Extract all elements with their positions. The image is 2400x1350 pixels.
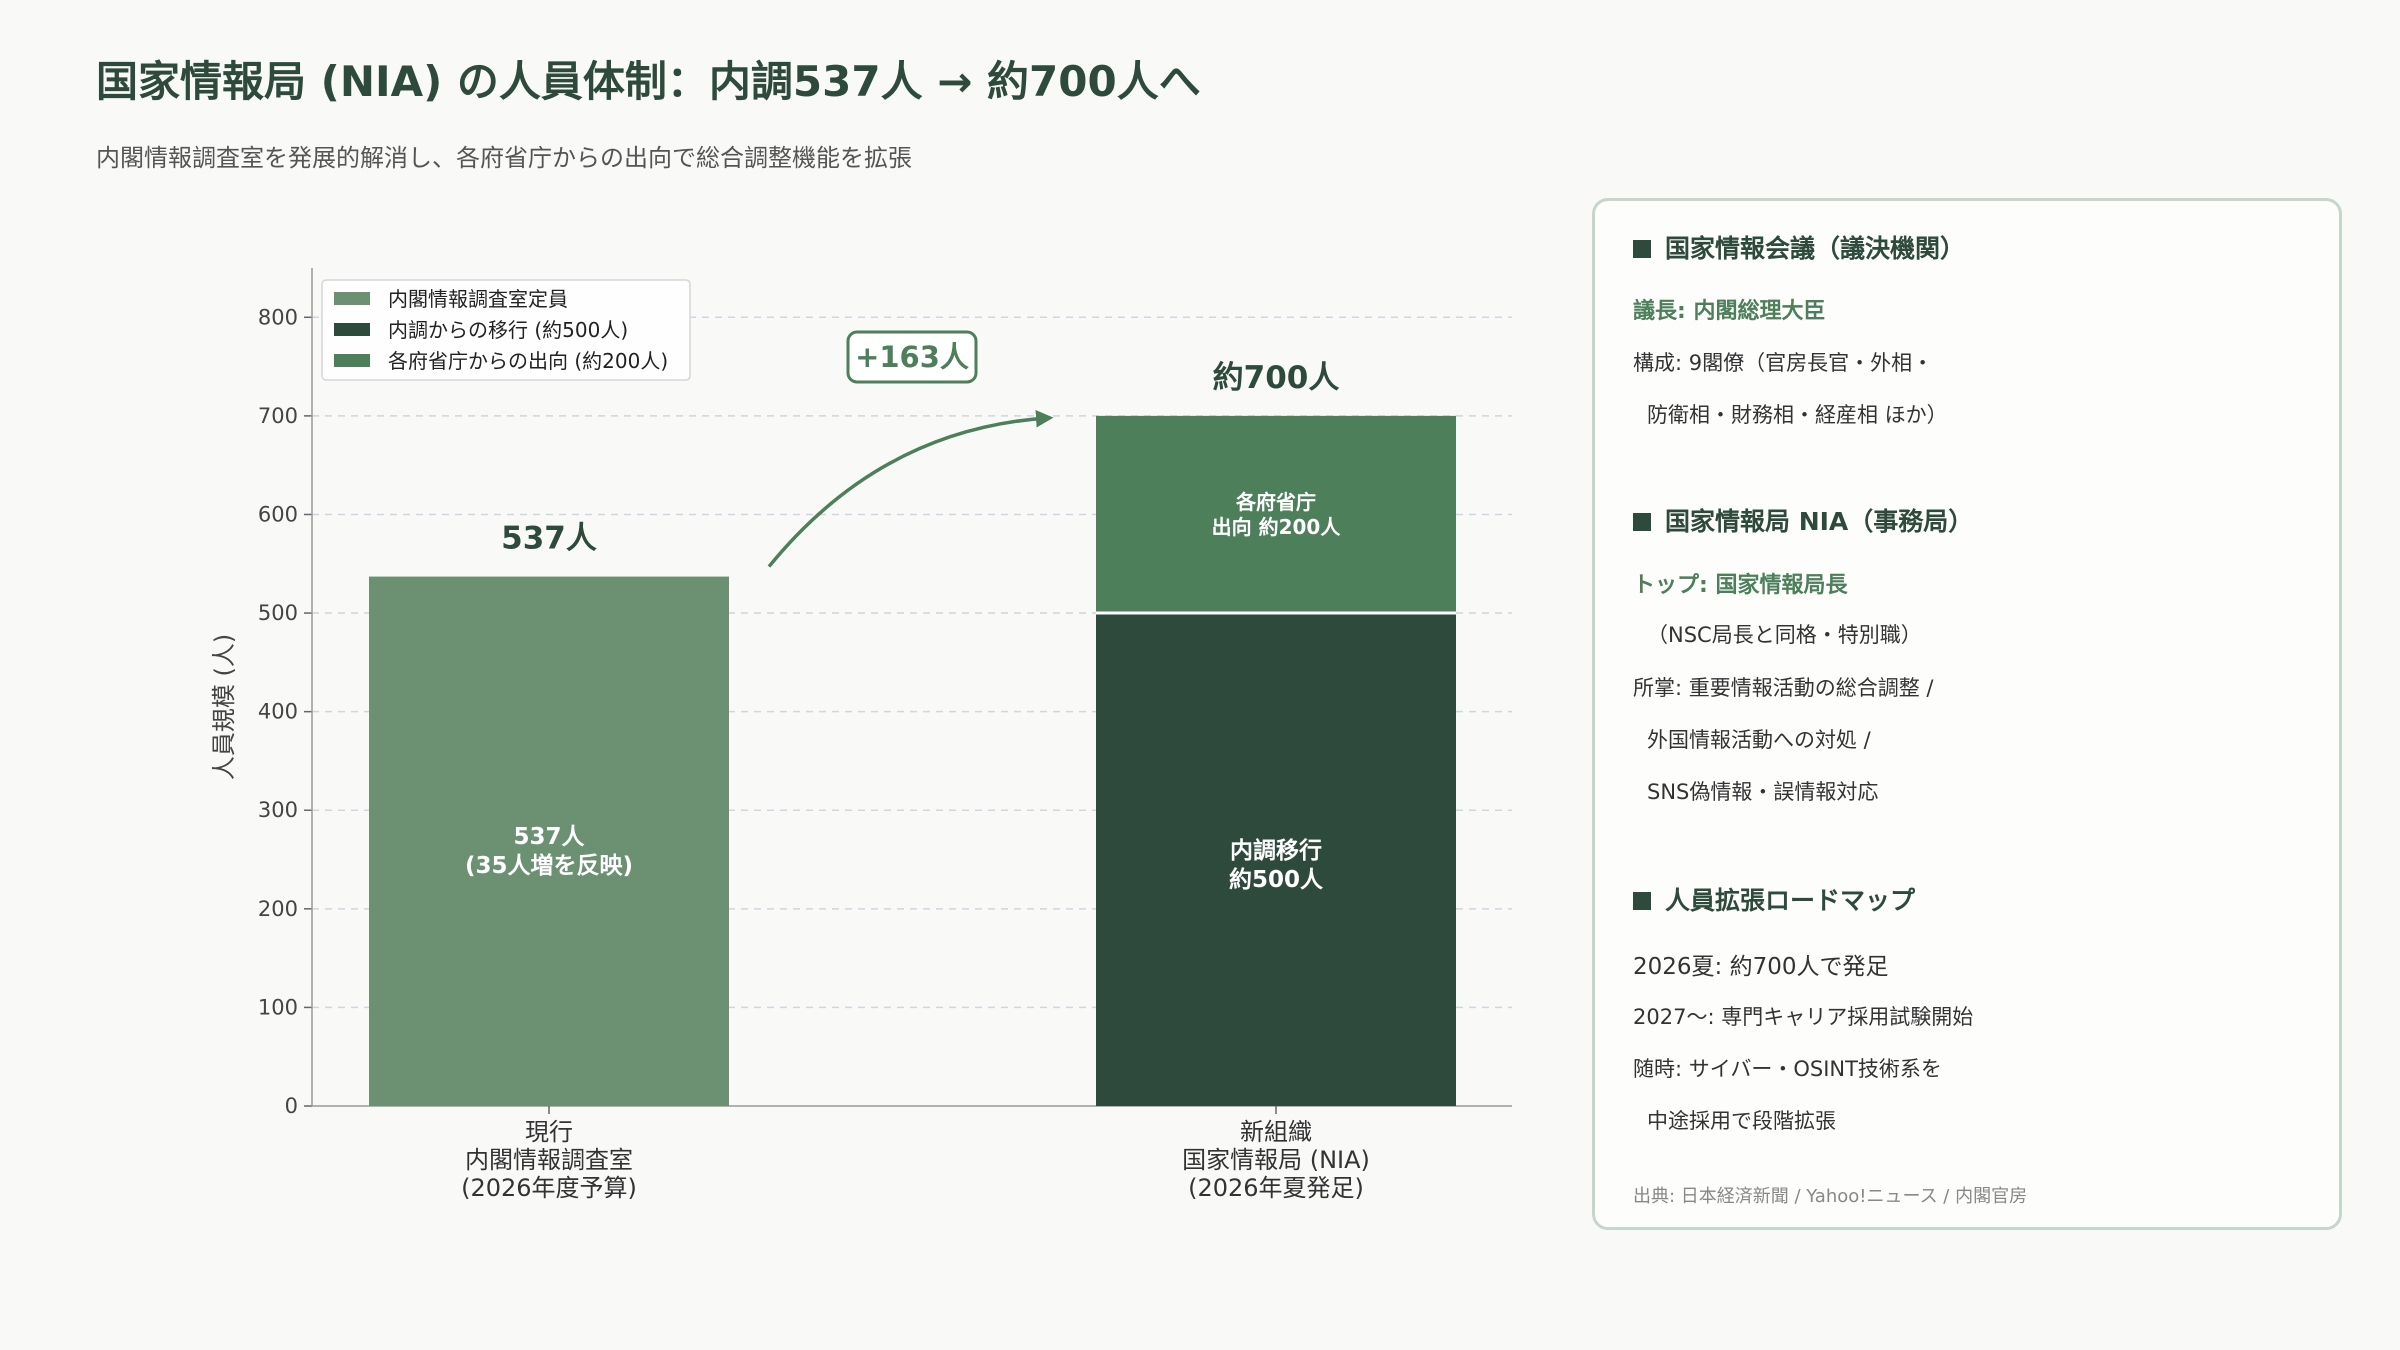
y-tick-label: 600 — [258, 502, 298, 526]
annotation-label: +163人 — [855, 340, 969, 374]
info-panel: 国家情報会議（議決機関） 議長: 内閣総理大臣 構成: 9閣僚（官房長官・外相・… — [1592, 198, 2342, 1230]
nia-top: トップ: 国家情報局長 — [1633, 573, 1848, 598]
y-tick-label: 800 — [258, 305, 298, 329]
roadmap-item-2: 2027〜: 専門キャリア採用試験開始 — [1633, 1005, 1974, 1029]
segment-label-secondment: 各府省庁出向 約200人 — [1212, 490, 1342, 539]
roadmap-item-4: 中途採用で段階拡張 — [1647, 1109, 1836, 1133]
source-note: 出典: 日本経済新聞 / Yahoo!ニュース / 内閣官房 — [1633, 1186, 2028, 1207]
y-axis-label: 人員規模 (人) — [210, 634, 238, 780]
legend-entry: 内調からの移行 (約500人) — [388, 318, 628, 342]
nia-top-note: （NSC局長と同格・特別職） — [1647, 623, 1922, 647]
page-title: 国家情報局 (NIA) の人員体制：内調537人 → 約700人へ — [96, 57, 1201, 106]
square-bullet-icon — [1633, 892, 1651, 910]
annotation-box — [846, 330, 978, 384]
roadmap-title: 人員拡張ロードマップ — [1665, 886, 1916, 915]
y-tick-label: 700 — [258, 404, 298, 428]
nia-title: 国家情報局 NIA（事務局） — [1665, 507, 1974, 536]
bar-segment — [1096, 613, 1456, 1106]
y-tick-label: 300 — [258, 798, 298, 822]
nia-heading: 国家情報局 NIA（事務局） — [1633, 502, 1973, 538]
roadmap-item-3: 随時: サイバー・OSINT技術系を — [1633, 1057, 1942, 1081]
bar-total-label: 537人 — [501, 521, 597, 557]
increase-arrow — [767, 409, 1054, 568]
square-bullet-icon — [1633, 513, 1651, 531]
page-subtitle: 内閣情報調査室を発展的解消し、各府省庁からの出向で総合調整機能を拡張 — [96, 144, 912, 172]
nia-duty-line-2: 外国情報活動への対処 / — [1647, 728, 1871, 752]
bar-total-label: 約700人 — [1213, 360, 1340, 396]
legend-swatch — [334, 354, 370, 367]
roadmap-item-1: 2026夏: 約700人で発足 — [1633, 954, 1889, 980]
staffing-bar-chart: 0 100 200 300 400 500 600 700 800 人員規模 (人) 現行内閣情報調… — [210, 268, 1512, 1202]
bar-segment — [369, 576, 729, 1106]
legend-swatch — [334, 323, 370, 336]
legend-box — [321, 279, 691, 381]
council-chair: 議長: 内閣総理大臣 — [1633, 299, 1826, 324]
y-tick-label: 100 — [258, 995, 298, 1019]
bar-segment — [1096, 415, 1456, 614]
roadmap-heading: 人員拡張ロードマップ — [1633, 881, 1915, 917]
segment-label-transfer: 内調移行約500人 — [1229, 837, 1324, 893]
legend-entry: 内閣情報調査室定員 — [388, 287, 568, 311]
council-members-line-1: 構成: 9閣僚（官房長官・外相・ — [1633, 351, 1934, 375]
square-bullet-icon — [1633, 240, 1651, 258]
nia-duty-line-3: SNS偽情報・誤情報対応 — [1647, 780, 1879, 804]
x-tick-label: 現行内閣情報調査室(2026年度予算) — [461, 1118, 637, 1202]
council-title: 国家情報会議（議決機関） — [1665, 234, 1966, 263]
nia-duty-line-1: 所掌: 重要情報活動の総合調整 / — [1633, 676, 1934, 700]
y-tick-label: 400 — [258, 700, 298, 724]
y-tick-label: 0 — [285, 1094, 298, 1118]
y-tick-label: 200 — [258, 897, 298, 921]
x-tick-label: 新組織国家情報局 (NIA) (2026年夏発足) — [1182, 1118, 1370, 1202]
y-tick-label: 500 — [258, 601, 298, 625]
segment-label-current: 537人(35人増を反映) — [465, 824, 633, 879]
legend-swatch — [334, 292, 370, 305]
council-members-line-2: 防衛相・財務相・経産相 ほか） — [1647, 403, 1948, 427]
council-heading: 国家情報会議（議決機関） — [1633, 229, 1965, 265]
legend-entry: 各府省庁からの出向 (約200人) — [388, 349, 668, 373]
